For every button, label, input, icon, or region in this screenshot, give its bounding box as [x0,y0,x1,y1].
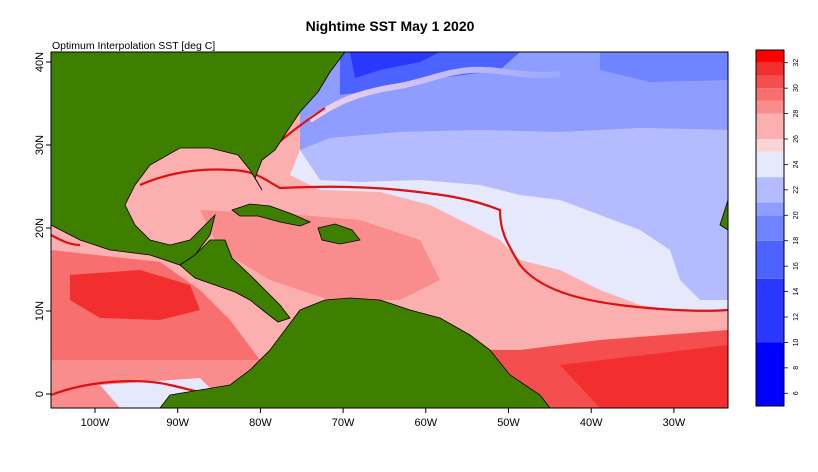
contour-26c-west [51,234,81,247]
colorbar-tick-label: 14 [793,288,800,296]
colorbar-tick-label: 18 [793,237,800,245]
colorbar-band [756,75,784,89]
x-tick-label: 70W [332,417,355,429]
colorbar-tick-label: 6 [793,391,800,395]
colorbar-band [756,342,784,406]
x-axis: 100W 90W 80W 70W 60W 50W 40W 30W [81,408,686,429]
sst-caribbean [200,210,440,300]
colorbar-tick-label: 8 [793,366,800,370]
colorbar-tick-label: 30 [793,84,800,92]
sst-coldest [350,52,440,78]
colorbar-band [756,202,784,216]
x-tick-label: 40W [580,417,603,429]
land-hispaniola [317,223,361,245]
land [51,52,728,408]
land-south-america [159,297,551,408]
colorbar-tick-label: 12 [793,313,800,321]
colorbar-band [756,100,784,114]
x-tick-label: 80W [249,417,272,429]
colorbar-band [756,88,784,101]
sst-hot-south-atlantic [560,345,728,408]
sst-map [51,52,728,408]
colorbar-tick-label: 22 [793,186,800,194]
colorbar-band [756,139,784,152]
y-tick-label: 40N [34,52,46,72]
colorbar-band [756,215,784,241]
map-subtitle: Optimum Interpolation SST [deg C] [52,40,216,52]
gulf-stream [308,66,561,123]
colorbar-frame [755,49,785,407]
y-axis: 0 10N 20N 30N 40N [34,52,51,397]
colorbar-band [756,240,784,279]
sst-cold-ne [600,52,728,82]
colorbar-band [756,151,784,178]
colorbar-band [756,177,784,203]
y-tick-label: 20N [34,218,46,238]
colorbar: 6 8 10 12 14 16 18 20 22 24 26 28 30 32 [755,49,800,407]
y-tick-label: 10N [34,301,46,321]
x-tick-label: 60W [414,417,437,429]
sst-hot-pacific [70,270,200,320]
colorbar-tick-label: 24 [793,160,800,168]
colorbar-tick-label: 28 [793,110,800,118]
colorbar-band [756,278,784,343]
x-tick-label: 50W [497,417,520,429]
colorbar-tick-label: 20 [793,211,800,219]
colorbar-tick-label: 26 [793,135,800,143]
x-tick-label: 100W [81,417,110,429]
colorbar-tick-label: 16 [793,262,800,270]
colorbar-tick-label: 32 [793,59,800,67]
colorbar-band [756,113,784,139]
sst-cool-band [300,128,728,300]
colorbar-band [756,50,784,63]
map-frame [50,51,729,409]
land-central-america [179,239,291,323]
land-africa-edge [719,199,728,231]
y-tick-label: 0 [34,391,46,397]
map-title: Nightime SST May 1 2020 [305,18,475,34]
colorbar-tick-label: 10 [793,338,800,346]
contour-26c-north [139,168,728,312]
colorbar-band [756,62,784,76]
x-tick-label: 30W [663,417,686,429]
x-tick-label: 90W [166,417,189,429]
y-tick-label: 30N [34,135,46,155]
land-cuba [231,203,312,227]
